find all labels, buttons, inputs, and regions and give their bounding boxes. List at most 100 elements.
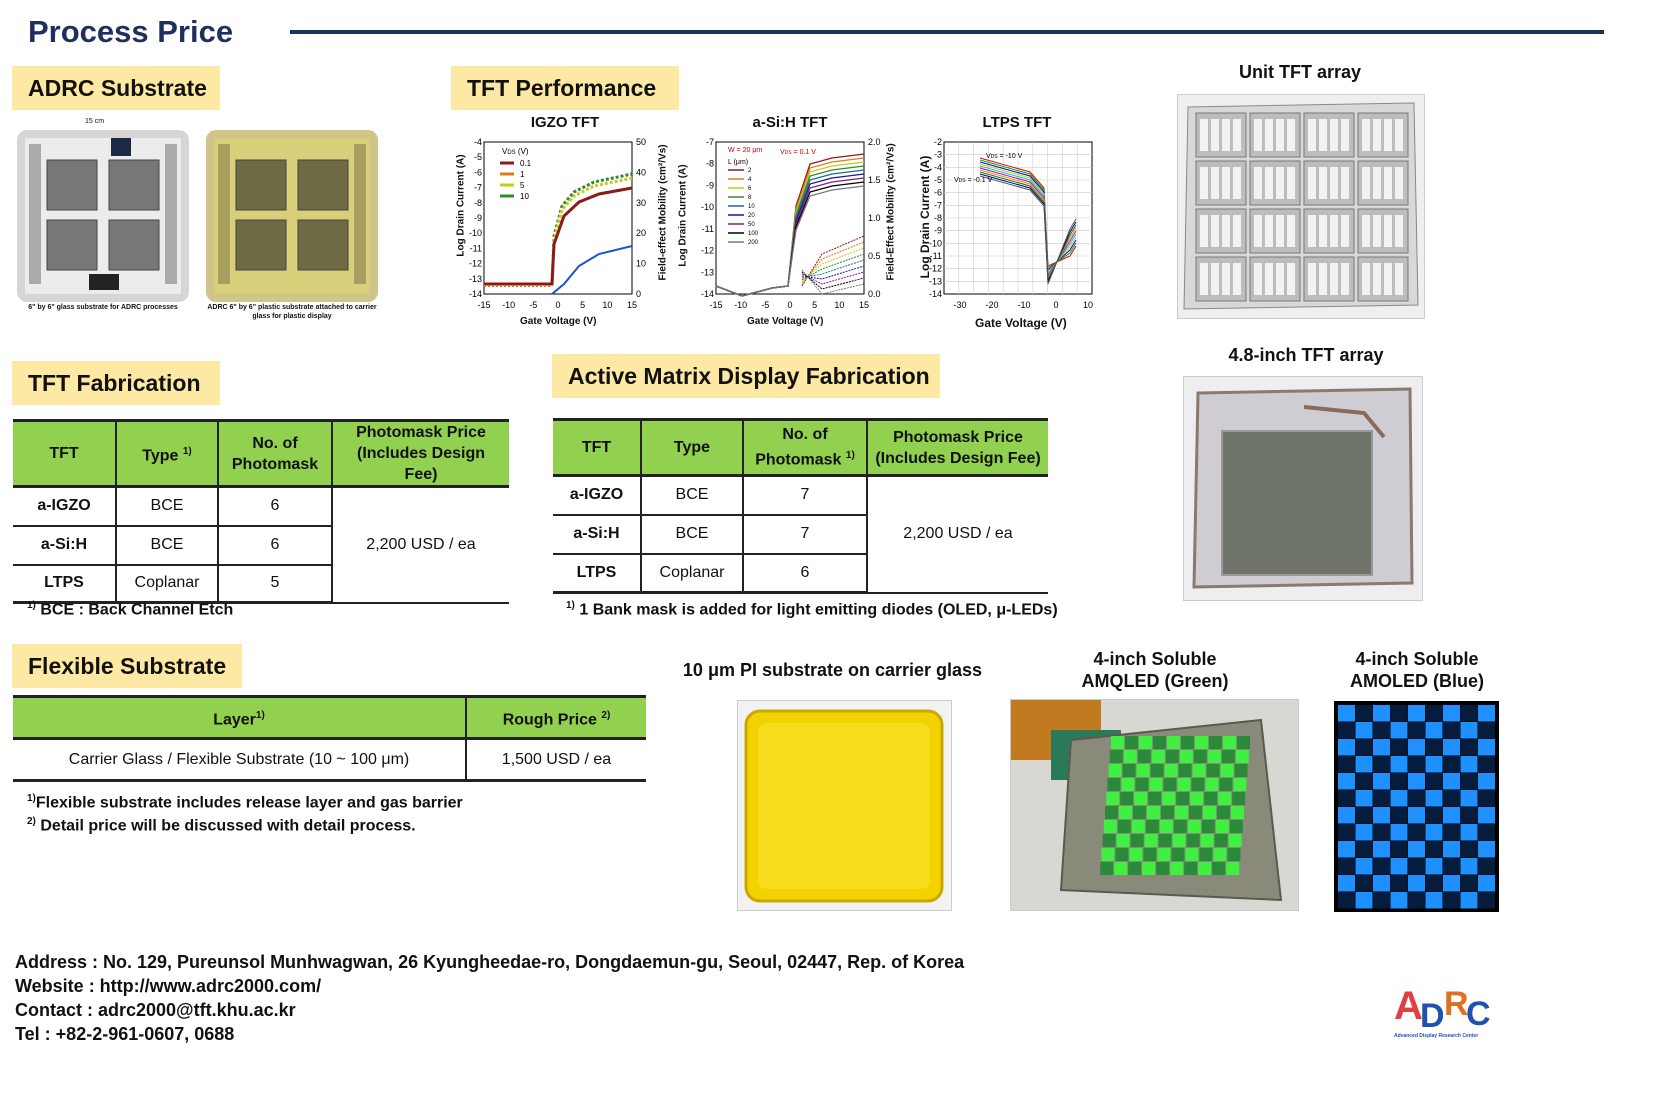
igzo-y-tick: -12 [469, 259, 482, 269]
tft-fab-note: 1) BCE : Back Channel Etch [27, 600, 234, 619]
svg-text:R: R [1444, 985, 1469, 1023]
col-masks: No. of Photomask [217, 420, 333, 487]
ltps-annot-10: VDS = -10 V [986, 153, 1023, 160]
igzo-legend-label: 5 [520, 181, 525, 190]
igzo-y-tick: -5 [474, 152, 482, 162]
igzo-y-tick: -10 [469, 228, 482, 238]
asi-legend-label: 6 [748, 186, 752, 192]
flexible-note-1: 1)Flexible substrate includes release la… [27, 793, 463, 812]
igzo-x-tick: 5 [580, 300, 585, 310]
tft-fabrication-table: TFT Type 1) No. of Photomask Photomask Pr… [13, 419, 509, 604]
asi-y-tick: -7 [706, 137, 714, 147]
igzo-x-tick: -15 [477, 300, 490, 310]
unit-tft-photo [1177, 94, 1425, 319]
igzo-plot-title: IGZO TFT [530, 114, 600, 131]
ltps-y-tick: -2 [934, 137, 942, 147]
footer-contact-email[interactable]: Contact : adrc2000@tft.khu.ac.kr [15, 1000, 296, 1020]
footer-address: Address : No. 129, Pureunsol Munhwagwan,… [15, 952, 965, 972]
ltps-x-tick: -20 [985, 300, 998, 310]
price-cell: 2,200 USD / ea [331, 486, 509, 604]
am-fab-note: 1) 1 Bank mask is added for light emitti… [566, 600, 1058, 619]
table-row: Carrier Glass / Flexible Substrate (10 ~… [13, 738, 646, 782]
asi-legend-label: 8 [748, 195, 752, 201]
asi-x-tick: 10 [834, 300, 844, 310]
ltps-y-tick: -8 [934, 213, 942, 223]
asi-legend-label: 100 [748, 231, 759, 237]
asi-legend-label: 20 [748, 213, 755, 219]
ltps-y-tick: -13 [929, 276, 942, 286]
asi-y-tick: -13 [701, 267, 714, 277]
asi-legend-label: 2 [748, 168, 752, 174]
asi-annot-w: W = 20 μm [728, 147, 762, 154]
igzo-ylabel: Log Drain Current (A) [455, 154, 467, 257]
asi-x-tick: -15 [709, 300, 722, 310]
ltps-x-tick: 0 [1053, 300, 1058, 310]
plastic-substrate-caption: ADRC 6" by 6" plastic substrate attached… [207, 304, 377, 320]
ltps-y-tick: -10 [929, 238, 942, 248]
footer-website[interactable]: Website : http://www.adrc2000.com/ [15, 976, 322, 996]
ltps-curve [979, 175, 1077, 285]
tft-performance-heading: TFT Performance [451, 66, 679, 110]
adrc-logo: A D R C Advanced Display Research Center [1392, 975, 1500, 1041]
asi-mobility-curve [801, 269, 865, 295]
svg-text:A: A [1394, 984, 1423, 1028]
igzo-y2-tick: 50 [636, 137, 646, 147]
igzo-y-tick: -13 [469, 274, 482, 284]
asi-legend-label: 4 [748, 177, 752, 183]
asi-xlabel: Gate Voltage (V) [747, 316, 824, 327]
flexible-notes: 1)Flexible substrate includes release la… [27, 789, 463, 836]
igzo-y2label: Field-effect Mobility (cm²/Vs) [657, 144, 669, 281]
asi-ylabel: Log Drain Current (A) [677, 164, 689, 267]
ltps-x-tick: -10 [1017, 300, 1030, 310]
title-divider [290, 30, 1604, 34]
igzo-y-tick: -14 [469, 289, 482, 299]
igzo-y2-tick: 10 [636, 259, 646, 269]
igzo-x-tick: -10 [502, 300, 515, 310]
asi-y2-tick: 0.0 [868, 289, 881, 299]
ltps-y-tick: -9 [934, 226, 942, 236]
igzo-legend-label: 10 [520, 192, 529, 201]
table-row: LTPS Coplanar 6 [553, 553, 1048, 594]
igzo-y-tick: -4 [474, 137, 482, 147]
asi-legend-label: 50 [748, 222, 755, 228]
igzo-legend-label: 0.1 [520, 159, 532, 168]
asi-curve [715, 185, 865, 297]
table-row: a-Si:H BCE 6 [13, 525, 509, 566]
unit-tft-caption: Unit TFT array [1238, 62, 1362, 82]
asi-y-tick: -12 [701, 246, 714, 256]
asi-y-tick: -11 [702, 224, 714, 234]
igzo-legend-title: VDS (V) [502, 147, 529, 156]
ltps-plot: -2 -3 -4 -5 -6 -7 -8 -9 -10 -11 -12 -13 -14 -30 -20 -1… [920, 136, 1100, 331]
ltps-y-tick: -12 [929, 264, 942, 274]
pi-caption: 10 μm PI substrate on carrier glass [682, 660, 983, 680]
igzo-y2-tick: 20 [636, 228, 646, 238]
dimension-label: 15 cm [85, 118, 105, 125]
igzo-xlabel: Gate Voltage (V) [520, 316, 597, 327]
plastic-substrate-photo [206, 124, 378, 302]
asi-plot-title: a-Si:H TFT [752, 114, 828, 131]
blue-amoled-photo [1334, 701, 1499, 912]
igzo-y2-tick: 40 [636, 167, 646, 177]
asi-annot-vds: VDS = 0.1 V [780, 149, 816, 156]
asi-y-tick: -8 [706, 159, 714, 169]
asi-y2-tick: 2.0 [868, 137, 881, 147]
ltps-y-tick: -4 [934, 162, 942, 172]
table-row: a-Si:H BCE 7 [553, 514, 1048, 555]
igzo-x-tick: 15 [627, 300, 637, 310]
adrc-substrate-heading: ADRC Substrate [12, 66, 220, 110]
asi-plot: -7 -8 -9 -10 -11 -12 -13 -14 2.0 1.5 1.0 0.5 0.0 -1… [692, 136, 912, 331]
ltps-y-tick: -14 [929, 289, 942, 299]
igzo-x-tick: 0 [555, 300, 560, 310]
asi-y2-tick: 1.0 [868, 213, 881, 223]
igzo-y-tick: -7 [474, 183, 482, 193]
asi-y-tick: -10 [701, 202, 714, 212]
asi-y-tick: -9 [706, 180, 714, 190]
glass-substrate-photo [17, 124, 189, 302]
ltps-xlabel: Gate Voltage (V) [975, 316, 1067, 330]
ltps-y-tick: -7 [934, 200, 942, 210]
igzo-y-tick: -6 [474, 167, 482, 177]
asi-x-tick: 5 [812, 300, 817, 310]
igzo-y-tick: -8 [474, 198, 482, 208]
flexible-heading: Flexible Substrate [12, 644, 242, 688]
price-cell: 2,200 USD / ea [866, 475, 1048, 594]
